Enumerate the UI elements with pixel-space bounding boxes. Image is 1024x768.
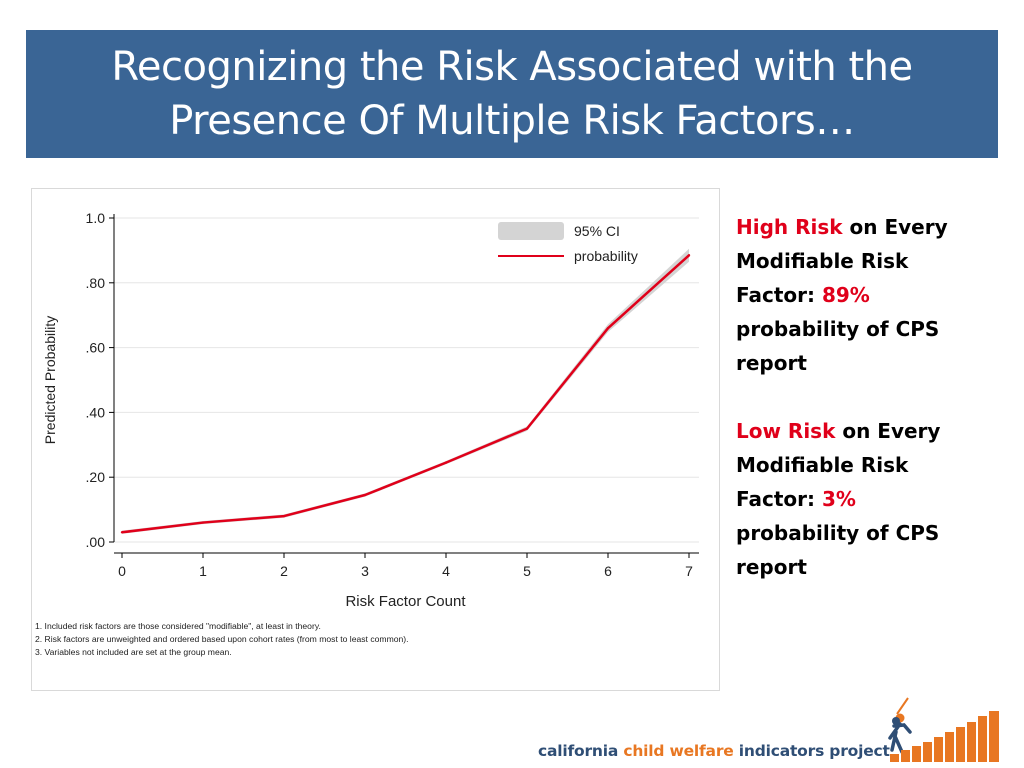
high-risk-label: High Risk [736,215,843,239]
probability-line [121,254,690,534]
y-tick-label: .00 [86,534,106,550]
y-tick-label: .60 [86,340,106,356]
y-tick-label: 1.0 [86,210,106,226]
y-axis-title: Predicted Probability [42,316,58,444]
x-tick-label: 5 [523,563,531,579]
high-risk-value: 89% [821,283,870,307]
logo-bars [890,711,999,762]
side-summary: High Risk on Every Modifiable Risk Facto… [736,210,976,618]
low-risk-value: 3% [821,487,856,511]
predicted-probability-chart: .00 .20 .40 .60 .80 1.0 0 1 2 3 4 5 6 7 Risk Factor Co… [35,210,699,657]
legend-ci-swatch [498,222,564,240]
x-tick-label: 6 [604,563,612,579]
logo-figure-icon [888,697,999,762]
high-risk-text: on Every Modifiable Risk Factor: [736,215,948,307]
chart-footnote: 1. Included risk factors are those consi… [35,621,321,631]
logo-wordmark: california child welfare indicators proj… [538,742,890,760]
y-tick-label: .40 [86,404,106,420]
x-tick-label: 1 [199,563,207,579]
x-tick-label: 3 [361,563,369,579]
y-tick-label: .20 [86,469,106,485]
page-title-line-1: Recognizing the Risk Associated with the [111,44,913,90]
low-risk-text: on Every Modifiable Risk Factor: [736,419,941,511]
ci-band [122,248,689,534]
data-point [444,461,448,464]
data-point [606,326,610,330]
data-point [363,493,367,497]
chart-panel: .00 .20 .40 .60 .80 1.0 0 1 2 3 4 5 6 7 Risk Factor Co… [31,188,720,691]
data-point [687,254,691,257]
legend-probability-label: probability [574,248,638,264]
chart-footnote: 3. Variables not included are set at the… [35,647,232,657]
legend-ci-label: 95% CI [574,223,620,239]
high-risk-tail: probability of CPS report [736,317,940,375]
x-axis-title: Risk Factor Count [345,593,466,610]
x-tick-label: 0 [118,563,126,579]
data-point [120,531,124,534]
page-title-line-2: Presence Of Multiple Risk Factors… [169,98,855,144]
x-tick-label: 4 [442,563,450,579]
chart-footnote: 2. Risk factors are unweighted and order… [35,634,409,644]
data-point [525,427,529,430]
logo-text-indicators-project: indicators project [733,742,890,760]
low-risk-tail: probability of CPS report [736,521,940,579]
logo-text-child-welfare: child welfare [623,742,734,760]
y-tick-label: .80 [86,275,106,291]
data-point [282,514,286,518]
high-risk-summary: High Risk on Every Modifiable Risk Facto… [736,210,976,380]
footer-logo: california child welfare indicators proj… [538,690,1004,768]
title-banner: Recognizing the Risk Associated with the… [26,30,998,158]
x-tick-label: 7 [685,563,693,579]
data-point [201,521,205,524]
low-risk-label: Low Risk [736,419,836,443]
low-risk-summary: Low Risk on Every Modifiable Risk Factor… [736,414,976,584]
x-tick-label: 2 [280,563,288,579]
logo-text-california: california [538,742,624,760]
